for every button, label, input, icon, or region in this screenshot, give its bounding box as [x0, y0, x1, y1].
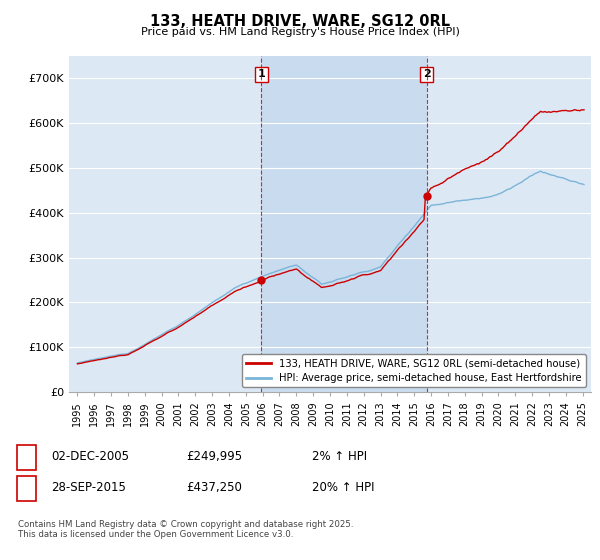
Text: £437,250: £437,250 — [186, 480, 242, 494]
Text: 02-DEC-2005: 02-DEC-2005 — [51, 450, 129, 463]
Text: Contains HM Land Registry data © Crown copyright and database right 2025.
This d: Contains HM Land Registry data © Crown c… — [18, 520, 353, 539]
Text: 2: 2 — [22, 480, 31, 494]
Legend: 133, HEATH DRIVE, WARE, SG12 0RL (semi-detached house), HPI: Average price, semi: 133, HEATH DRIVE, WARE, SG12 0RL (semi-d… — [242, 354, 586, 387]
Bar — [261, 56, 427, 392]
Text: £249,995: £249,995 — [186, 450, 242, 463]
Text: 2: 2 — [423, 69, 431, 80]
Text: 1: 1 — [257, 69, 265, 80]
Text: 133, HEATH DRIVE, WARE, SG12 0RL: 133, HEATH DRIVE, WARE, SG12 0RL — [150, 14, 450, 29]
Text: 28-SEP-2015: 28-SEP-2015 — [51, 480, 126, 494]
Text: 2% ↑ HPI: 2% ↑ HPI — [312, 450, 367, 463]
Text: 20% ↑ HPI: 20% ↑ HPI — [312, 480, 374, 494]
Text: Price paid vs. HM Land Registry's House Price Index (HPI): Price paid vs. HM Land Registry's House … — [140, 27, 460, 37]
Text: 1: 1 — [22, 450, 31, 463]
